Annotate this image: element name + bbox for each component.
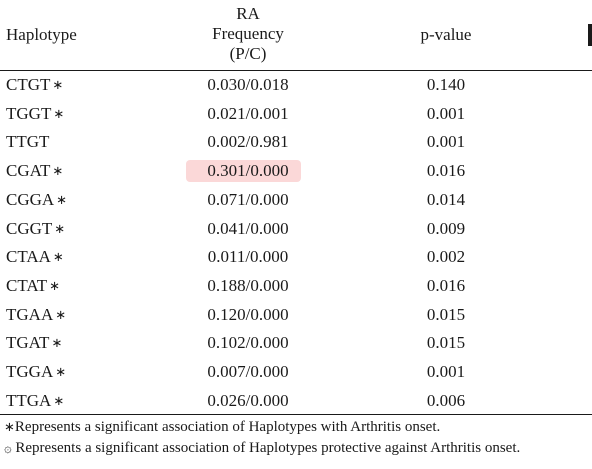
cell-p-value: 0.009 (426, 218, 466, 238)
significance-marker: ∗ (55, 307, 67, 323)
significance-marker: ∗ (49, 278, 61, 294)
cell-frequency: 0.301/0.000 (207, 161, 289, 181)
cell-frequency: 0.011/0.000 (207, 247, 289, 267)
footnote-significant-text: Represents a significant association of … (14, 419, 441, 435)
cell-haplotype: TTGT (6, 128, 49, 156)
cell-frequency: 0.188/0.000 (207, 275, 289, 295)
footnote-significant: ∗Represents a significant association of… (4, 417, 440, 438)
table-row: TTGT 0.002/0.981 0.001 (0, 128, 592, 156)
cell-p-value: 0.002 (426, 247, 466, 267)
cell-haplotype: TGAT ∗ (6, 329, 62, 359)
table-row: CTGT ∗ 0.030/0.018 0.140 (0, 71, 592, 99)
haplotype-name: TGAT (6, 333, 50, 353)
cell-frequency: 0.021/0.001 (207, 103, 289, 123)
table-bottom-rule (0, 414, 592, 415)
cell-p-value: 0.015 (426, 304, 466, 324)
haplotype-name: TGAA (6, 304, 54, 324)
significance-marker: ∗ (52, 250, 64, 266)
cell-p-value: 0.140 (426, 75, 466, 94)
cell-frequency: 0.030/0.018 (207, 75, 289, 94)
cell-p-value: 0.015 (426, 333, 466, 353)
cell-haplotype: TGGA ∗ (6, 358, 66, 388)
cell-frequency: 0.002/0.981 (207, 132, 289, 152)
cell-p-value: 0.006 (426, 390, 466, 410)
cell-p-value: 0.016 (426, 161, 466, 181)
cell-haplotype: CTGT ∗ (6, 71, 63, 101)
cell-p-value: 0.016 (426, 275, 466, 295)
cell-haplotype: CGAT ∗ (6, 157, 63, 187)
header-p-value: p-value (420, 25, 472, 44)
cell-p-value: 0.014 (426, 189, 466, 209)
significance-marker: ∗ (54, 221, 66, 237)
cell-frequency: 0.071/0.000 (207, 189, 289, 209)
haplotype-name: CGGT (6, 218, 53, 238)
significance-marker: ∗ (53, 106, 65, 122)
footnote-significant-marker: ∗ (4, 420, 15, 435)
cell-haplotype: CTAT ∗ (6, 272, 60, 302)
table-row: TGAA ∗ 0.120/0.000 0.015 (0, 301, 592, 329)
cell-haplotype: TGAA ∗ (6, 301, 66, 331)
table-row: CGGT ∗ 0.041/0.000 0.009 (0, 215, 592, 243)
cell-haplotype: TTGA ∗ (6, 387, 64, 417)
cell-frequency: 0.102/0.000 (207, 333, 289, 353)
significance-marker: ∗ (51, 336, 63, 352)
header-haplotype: Haplotype (6, 25, 77, 44)
cell-p-value: 0.001 (426, 103, 466, 123)
cell-haplotype: TGGT ∗ (6, 100, 64, 130)
table-row: TTGA ∗ 0.026/0.000 0.006 (0, 387, 592, 415)
cell-p-value: 0.001 (426, 362, 466, 381)
haplotype-name: CGGA (6, 189, 55, 209)
footnote-protective: ۞ Represents a significant association o… (4, 438, 520, 459)
table-row: TGAT ∗ 0.102/0.000 0.015 (0, 329, 592, 357)
haplotype-name: TTGT (6, 132, 50, 152)
header-frequency-line2: Frequency (212, 24, 284, 43)
haplotype-name: CTAA (6, 247, 51, 267)
table-row: CGGA ∗ 0.071/0.000 0.014 (0, 186, 592, 214)
haplotype-name: TGGT (6, 103, 52, 123)
cell-frequency: 0.041/0.000 (207, 218, 289, 238)
significance-marker: ∗ (56, 192, 68, 208)
haplotype-name: TTGA (6, 390, 52, 410)
significance-marker: ∗ (52, 78, 64, 93)
table-row: CGAT ∗ 0.301/0.000 0.016 (0, 157, 592, 185)
header-frequency-line1: RA (236, 4, 260, 23)
cell-haplotype: CGGA ∗ (6, 186, 67, 216)
table-row: TGGA ∗ 0.007/0.000 0.001 (0, 358, 592, 386)
cell-frequency: 0.007/0.000 (207, 362, 289, 381)
significance-marker: ∗ (55, 365, 67, 380)
table-top-rule (0, 70, 592, 71)
table-row: CTAT ∗ 0.188/0.000 0.016 (0, 272, 592, 300)
haplotype-name: CTAT (6, 275, 48, 295)
table-row: CTAA ∗ 0.011/0.000 0.002 (0, 243, 592, 271)
cell-haplotype: CGGT ∗ (6, 215, 65, 245)
cell-frequency: 0.026/0.000 (207, 390, 289, 410)
significance-marker: ∗ (52, 164, 64, 180)
header-frequency: RA Frequency (P/C) (160, 4, 336, 64)
cropped-edge-mark (588, 24, 592, 46)
haplotype-name: TGGA (6, 362, 54, 381)
haplotype-name: CTGT (6, 75, 51, 94)
table-row: TGGT ∗ 0.021/0.001 0.001 (0, 100, 592, 128)
significance-marker: ∗ (53, 393, 65, 409)
haplotype-name: CGAT (6, 161, 51, 181)
highlight-mark (186, 160, 301, 183)
cell-p-value: 0.001 (426, 132, 466, 152)
footnote-protective-marker: ۞ (4, 441, 12, 456)
header-frequency-line3: (P/C) (229, 44, 267, 63)
cell-frequency: 0.120/0.000 (207, 304, 289, 324)
footnote-protective-text: Represents a significant association of … (11, 440, 521, 456)
cell-haplotype: CTAA ∗ (6, 243, 64, 273)
